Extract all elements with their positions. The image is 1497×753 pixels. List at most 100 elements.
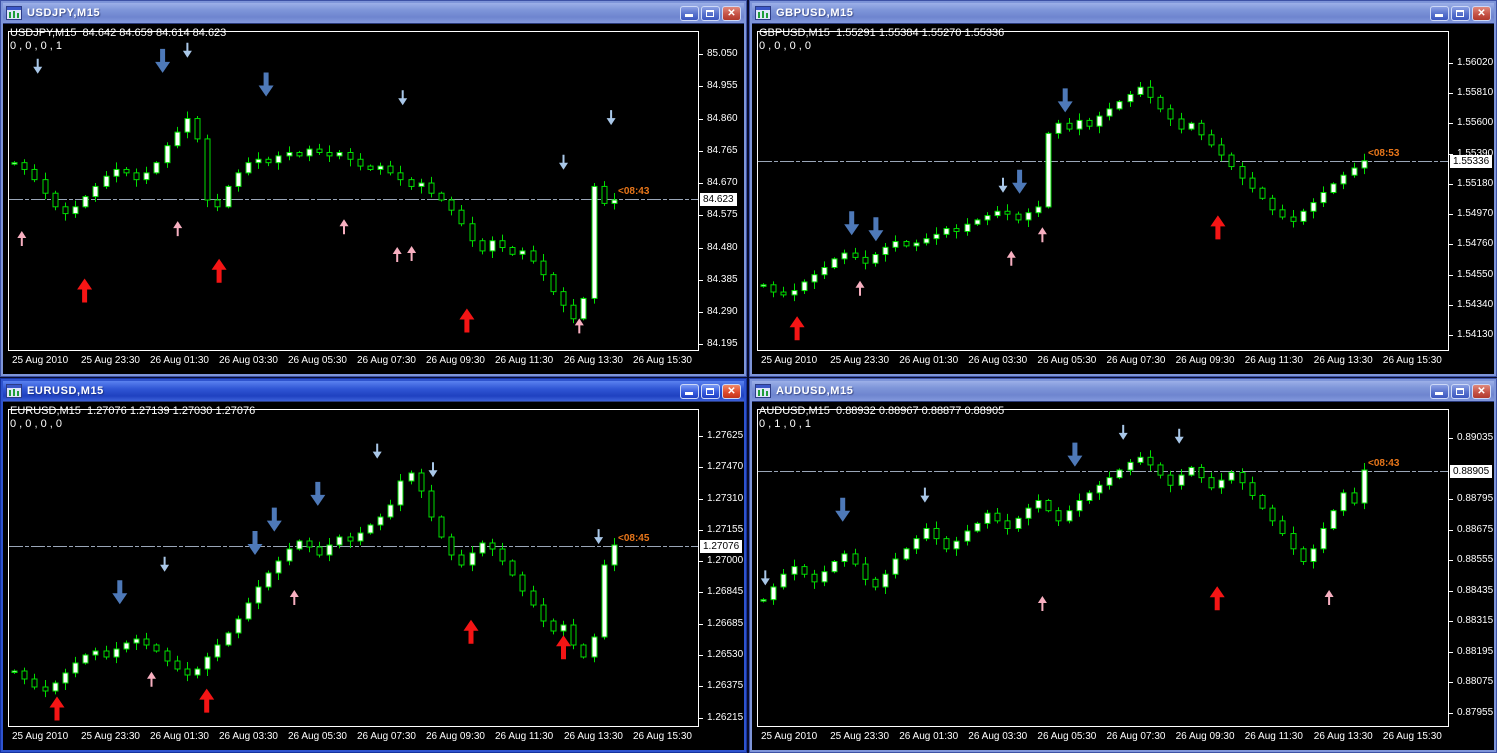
window-titlebar[interactable]: EURUSD,M15 (3, 381, 744, 401)
price-axis-label: 84.385 (707, 274, 738, 285)
small-up-arrow (17, 231, 27, 246)
plot-frame (757, 409, 1449, 727)
small-down-arrow (606, 110, 616, 126)
price-axis-label: 1.56020 (1457, 57, 1494, 68)
time-axis-label: 25 Aug 2010 (761, 731, 818, 742)
close-button[interactable] (722, 383, 741, 399)
small-up-arrow (1037, 227, 1047, 243)
price-axis-label: 0.87955 (1457, 707, 1494, 718)
indicator-counter-readout: 0 , 0 , 0 , 0 (759, 40, 811, 52)
big-up-arrow (1209, 586, 1225, 611)
small-up-arrow (339, 219, 349, 235)
candlestick-series (760, 80, 1368, 302)
price-axis-label: 1.54760 (1457, 238, 1494, 249)
price-axis-label: 84.955 (707, 80, 738, 91)
time-axis-label: 26 Aug 13:30 (564, 355, 623, 366)
price-axis-label: 1.26215 (707, 712, 744, 723)
small-up-arrow (1006, 250, 1016, 266)
big-down-arrow (266, 507, 282, 532)
time-axis-label: 26 Aug 07:30 (1106, 355, 1166, 366)
maximize-button[interactable] (1451, 383, 1470, 399)
close-button[interactable] (1472, 5, 1491, 21)
price-axis-label: 0.88075 (1457, 676, 1494, 687)
small-down-arrow (760, 570, 770, 586)
current-candle-time-label: <08:43 (1368, 457, 1400, 469)
big-down-arrow (1057, 88, 1073, 113)
window-title: AUDUSD,M15 (776, 385, 854, 397)
close-button[interactable] (1472, 383, 1491, 399)
chart-canvas (757, 31, 1453, 351)
current-candle-time-label: <08:43 (618, 185, 650, 197)
maximize-button[interactable] (701, 383, 720, 399)
price-axis-label: 0.88195 (1457, 646, 1494, 657)
chart-window-audusd[interactable]: AUDUSD,M15 AUDUSD,M15 0.88932 0.88967 0.… (749, 378, 1497, 753)
window-controls (680, 383, 741, 399)
time-axis-label: 26 Aug 05:30 (288, 731, 347, 742)
time-axis-label: 26 Aug 13:30 (1313, 731, 1373, 742)
chart-window-gbpusd[interactable]: GBPUSD,M15 GBPUSD,M15 1.55291 1.55384 1.… (749, 0, 1497, 377)
minimize-button[interactable] (1430, 383, 1449, 399)
indicator-counter-readout: 0 , 1 , 0 , 1 (759, 418, 811, 430)
chart-canvas (757, 409, 1453, 727)
close-button[interactable] (722, 5, 741, 21)
big-down-arrow (258, 72, 274, 97)
maximize-button[interactable] (701, 5, 720, 21)
chart-window-eurusd[interactable]: EURUSD,M15 EURUSD,M15 1.27076 1.27139 1.… (0, 378, 747, 753)
big-up-arrow (211, 258, 227, 283)
chart-area[interactable]: EURUSD,M15 1.27076 1.27139 1.27030 1.270… (3, 401, 744, 750)
current-candle-time-label: <08:53 (1368, 147, 1400, 159)
minimize-button[interactable] (680, 5, 699, 21)
chart-ohlc-readout: EURUSD,M15 1.27076 1.27139 1.27030 1.270… (10, 405, 256, 417)
chart-window-icon (6, 6, 22, 20)
window-controls (1430, 383, 1491, 399)
small-up-arrow (289, 590, 299, 605)
small-up-arrow (855, 280, 865, 296)
signal-arrows (17, 42, 616, 334)
time-axis-label: 26 Aug 15:30 (633, 731, 692, 742)
chart-window-usdjpy[interactable]: USDJPY,M15 USDJPY,M15 84.642 84.659 84.6… (0, 0, 747, 377)
price-axis-label: 1.55810 (1457, 87, 1494, 98)
small-up-arrow (407, 246, 417, 261)
window-controls (1430, 5, 1491, 21)
small-down-arrow (372, 443, 382, 459)
small-up-arrow (147, 671, 156, 687)
time-axis-label: 26 Aug 07:30 (357, 731, 416, 742)
time-axis-label: 25 Aug 2010 (12, 731, 69, 742)
time-axis-label: 26 Aug 01:30 (150, 731, 209, 742)
price-axis-label: 84.765 (707, 145, 738, 156)
small-down-arrow (160, 556, 170, 572)
price-axis-label: 85.050 (707, 48, 738, 59)
chart-ohlc-readout: GBPUSD,M15 1.55291 1.55384 1.55270 1.553… (759, 27, 1005, 39)
window-titlebar[interactable]: AUDUSD,M15 (752, 381, 1494, 401)
time-axis-label: 26 Aug 13:30 (564, 731, 623, 742)
minimize-button[interactable] (1430, 5, 1449, 21)
price-axis-label: 1.26845 (707, 586, 744, 597)
candlestick-series (11, 111, 618, 324)
minimize-button[interactable] (680, 383, 699, 399)
time-axis-label: 26 Aug 11:30 (1244, 355, 1303, 366)
price-axis-label: 84.575 (707, 209, 738, 220)
chart-canvas (8, 409, 703, 727)
big-down-arrow (868, 217, 884, 242)
price-axis-label: 1.27155 (707, 524, 744, 535)
chart-area[interactable]: USDJPY,M15 84.642 84.659 84.614 84.623 0… (3, 23, 744, 374)
chart-area[interactable]: GBPUSD,M15 1.55291 1.55384 1.55270 1.553… (752, 23, 1494, 374)
big-down-arrow (155, 48, 171, 73)
chart-area[interactable]: AUDUSD,M15 0.88932 0.88967 0.88877 0.889… (752, 401, 1494, 750)
big-up-arrow (1210, 215, 1226, 240)
price-axis-label: 1.55600 (1457, 117, 1494, 128)
price-axis-label: 84.860 (707, 113, 738, 124)
window-titlebar[interactable]: GBPUSD,M15 (752, 3, 1494, 23)
time-axis-label: 26 Aug 09:30 (426, 355, 485, 366)
small-down-arrow (559, 154, 568, 170)
window-titlebar[interactable]: USDJPY,M15 (3, 3, 744, 23)
time-axis-label: 25 Aug 2010 (12, 355, 69, 366)
small-down-arrow (428, 462, 438, 478)
time-axis-label: 26 Aug 05:30 (1037, 355, 1097, 366)
time-axis-label: 26 Aug 11:30 (495, 731, 554, 742)
price-axis-label: 1.54130 (1457, 329, 1494, 340)
time-axis-label: 26 Aug 15:30 (633, 355, 692, 366)
current-price-badge: 0.88905 (1450, 464, 1493, 478)
maximize-button[interactable] (1451, 5, 1470, 21)
